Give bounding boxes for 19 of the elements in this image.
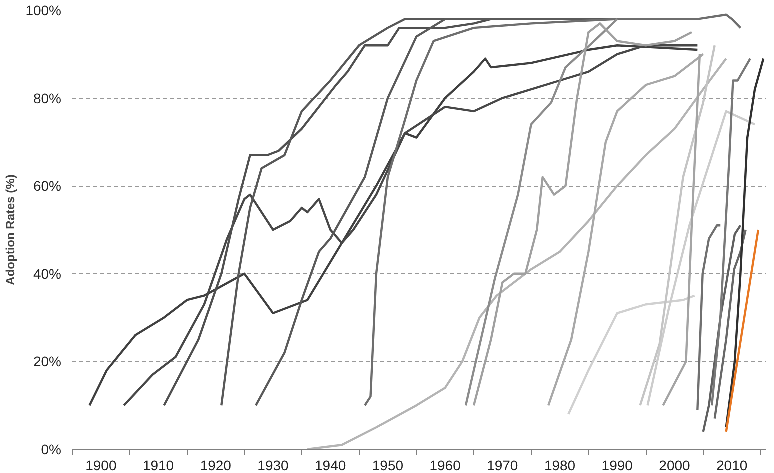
x-tick-label: 1920 [200,458,232,473]
y-axis-title: Adoption Rates (%) [4,174,18,286]
y-tick-label: 0% [41,442,62,458]
x-tick-label: 1930 [258,458,290,473]
y-tick-label: 60% [33,178,62,194]
x-tick-label: 2000 [659,458,691,473]
y-tick-label: 40% [33,266,62,282]
x-tick-label: 1900 [86,458,117,473]
x-tick-label: 1940 [315,458,346,473]
x-tick-label: 1970 [487,458,518,473]
y-tick-label: 80% [33,90,62,106]
x-tick-label: 1910 [142,458,174,473]
x-tick-label: 1950 [372,458,404,473]
y-tick-label: 20% [33,354,62,370]
x-tick-label: 1980 [544,458,576,473]
x-tick-label: 1960 [430,458,462,473]
x-tick-label: 1990 [602,458,634,473]
y-tick-label: 100% [26,2,62,18]
x-tick-label: 2010 [716,458,748,473]
